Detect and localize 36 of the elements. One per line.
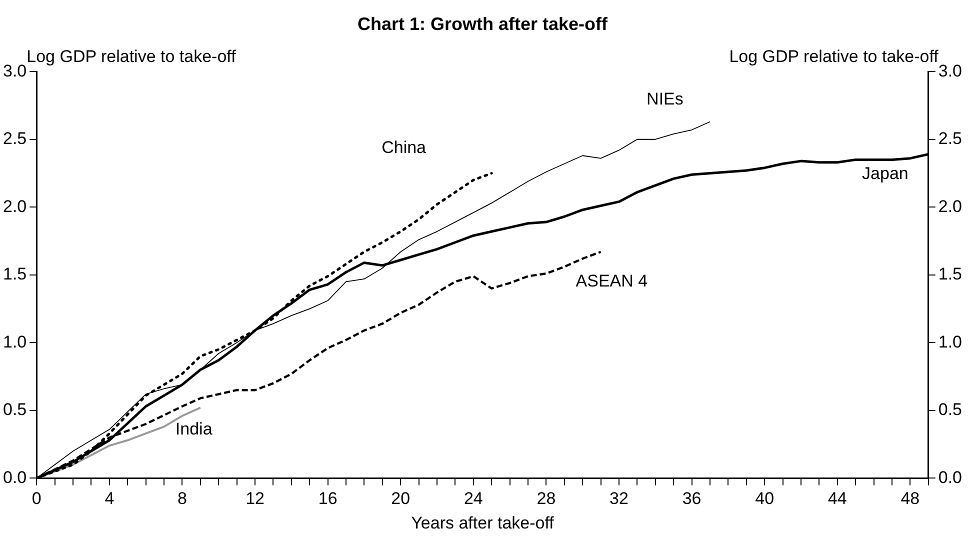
x-tick-label: 48: [900, 489, 920, 508]
y-tick-label: 3.0: [2, 61, 27, 80]
x-tick-label: 0: [32, 489, 42, 508]
x-tick-label: 4: [104, 489, 114, 508]
series-label: ASEAN 4: [576, 272, 648, 291]
chart-title: Chart 1: Growth after take-off: [357, 14, 609, 34]
text: China: [382, 138, 427, 157]
x-tick-label: 24: [464, 489, 483, 508]
y2-tick-label: 2.0: [938, 196, 962, 216]
series-label: India: [175, 419, 213, 438]
x-tick-label: 28: [536, 489, 556, 508]
x-tick-label: 16: [318, 489, 338, 508]
x-tick-label: 8: [177, 489, 187, 508]
series-label: NIEs: [646, 89, 684, 108]
x-tick-label: 44: [828, 489, 847, 508]
y-axis-title: Log GDP relative to take-off: [26, 46, 236, 66]
x-tick-label: 12: [246, 489, 264, 508]
y2-tick-label: 1.0: [938, 332, 962, 352]
y-tick-label: 1.5: [2, 264, 27, 284]
y2-tick-label: 0.5: [938, 400, 962, 420]
y-tick-label: 0.0: [2, 468, 27, 487]
y2-tick-label: 1.5: [938, 264, 962, 284]
x-axis-title: Years after take-off: [411, 513, 554, 532]
y2-tick-label: 2.5: [938, 129, 962, 148]
x-tick-label: 20: [391, 489, 410, 508]
series-label: Japan: [862, 164, 908, 183]
y-tick-label: 1.0: [2, 332, 27, 352]
y-tick-label: 2.0: [2, 196, 27, 216]
x-tick-label: 40: [755, 489, 774, 508]
x-tick-label: 32: [610, 489, 628, 508]
y2-axis-title: Log GDP relative to take-off: [729, 46, 939, 66]
y2-tick-label: 0.0: [938, 468, 962, 487]
y-tick-label: 2.5: [2, 129, 27, 148]
y2-tick-label: 3.0: [938, 61, 962, 80]
y-tick-label: 0.5: [2, 400, 27, 420]
x-tick-label: 36: [682, 489, 702, 508]
